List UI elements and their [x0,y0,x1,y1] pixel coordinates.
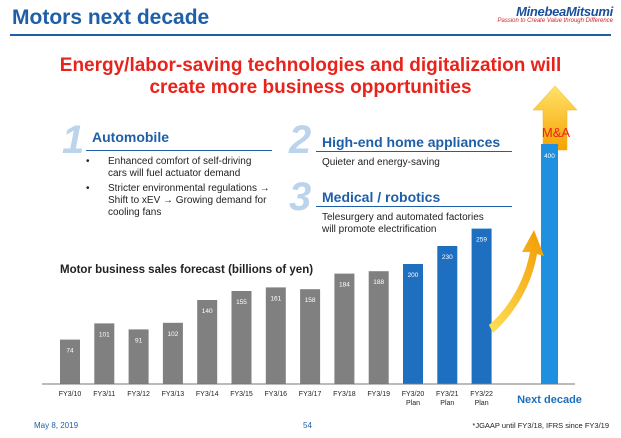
bar-13 [471,228,492,384]
section-divider [86,150,272,151]
tick-label: FY3/13 [162,391,185,398]
bar-2 [94,323,115,384]
section-number-2: 2 [289,118,312,162]
tick-label: FY3/17 [299,391,322,398]
data-label: 102 [167,331,178,338]
bar-3 [128,329,149,384]
data-label: 140 [202,308,213,315]
tick-label: FY3/11 [93,391,115,398]
data-label: 400 [544,153,555,160]
data-label: 74 [66,348,74,355]
automobile-bullets: Enhanced comfort of self-driving cars wi… [86,156,271,222]
tick-label: FY3/10 [59,391,82,398]
bar-8 [300,289,321,384]
title-divider [10,34,611,36]
tick-label: FY3/12 [127,391,150,398]
list-item: Enhanced comfort of self-driving cars wi… [86,156,271,180]
logo-tagline: Passion to Create Value through Differen… [497,18,613,24]
tick-label: FY3/18 [333,391,356,398]
tick-label: FY3/20 [402,391,425,398]
bar-10 [368,271,389,384]
data-label: 184 [339,282,350,289]
footer-date: May 8, 2019 [34,421,79,430]
data-label: 91 [135,337,143,344]
tick-label: FY3/19 [367,391,390,398]
company-logo: MinebeaMitsumi Passion to Create Value t… [497,4,613,24]
data-label: 230 [442,254,453,261]
headline-line-2: create more business opportunities [149,77,472,98]
headline-line-1: Energy/labor-saving technologies and dig… [59,55,562,76]
headline: Energy/labor-saving technologies and dig… [0,55,621,99]
data-label: 188 [373,279,384,286]
tick-label: Next decade [517,394,582,406]
bar-7 [265,287,286,384]
list-item: Stricter environmental regulations → Shi… [86,183,271,219]
data-label: 200 [408,272,419,279]
section-number-1: 1 [62,118,85,162]
page-number: 54 [303,421,312,430]
bar-14 [541,144,558,384]
data-label: 259 [476,237,487,244]
tick-label-sub: Plan [406,400,420,407]
section-divider [316,206,512,207]
data-label: 155 [236,299,247,306]
chart-title: Motor business sales forecast (billions … [60,264,314,276]
section-title-home: High-end home appliances [322,134,501,150]
section-title-automobile: Automobile [92,129,169,145]
ma-arrow-icon [532,85,578,151]
bar-9 [334,273,355,384]
section-title-medical: Medical / robotics [322,189,441,205]
bar-11 [403,264,423,384]
medical-description: Telesurgery and automated factories will… [322,212,484,235]
tick-label: FY3/21 [436,391,459,398]
data-label: 161 [270,295,281,302]
footer-note: *JGAAP until FY3/18, IFRS since FY3/19 [472,421,609,430]
tick-label: FY3/16 [265,391,288,398]
page-title: Motors next decade [12,6,210,29]
ma-annotation: M&A [542,125,571,140]
section-divider [316,151,512,152]
bar-12 [437,246,458,384]
home-description: Quieter and energy-saving [322,157,440,168]
tick-label-sub: Plan [475,400,489,407]
logo-name: MinebeaMitsumi [516,4,613,19]
data-label: 101 [99,331,110,338]
bar-6 [231,291,252,384]
tick-label: FY3/22 [470,391,493,398]
section-number-3: 3 [289,175,312,219]
tick-label: FY3/15 [230,391,253,398]
bar-4 [162,322,183,384]
data-label: 158 [305,297,316,304]
tick-label-sub: Plan [440,400,454,407]
bar-5 [197,300,218,384]
tick-label: FY3/14 [196,391,219,398]
growth-curve-arrow-icon [489,230,544,333]
bar-1 [60,339,80,384]
